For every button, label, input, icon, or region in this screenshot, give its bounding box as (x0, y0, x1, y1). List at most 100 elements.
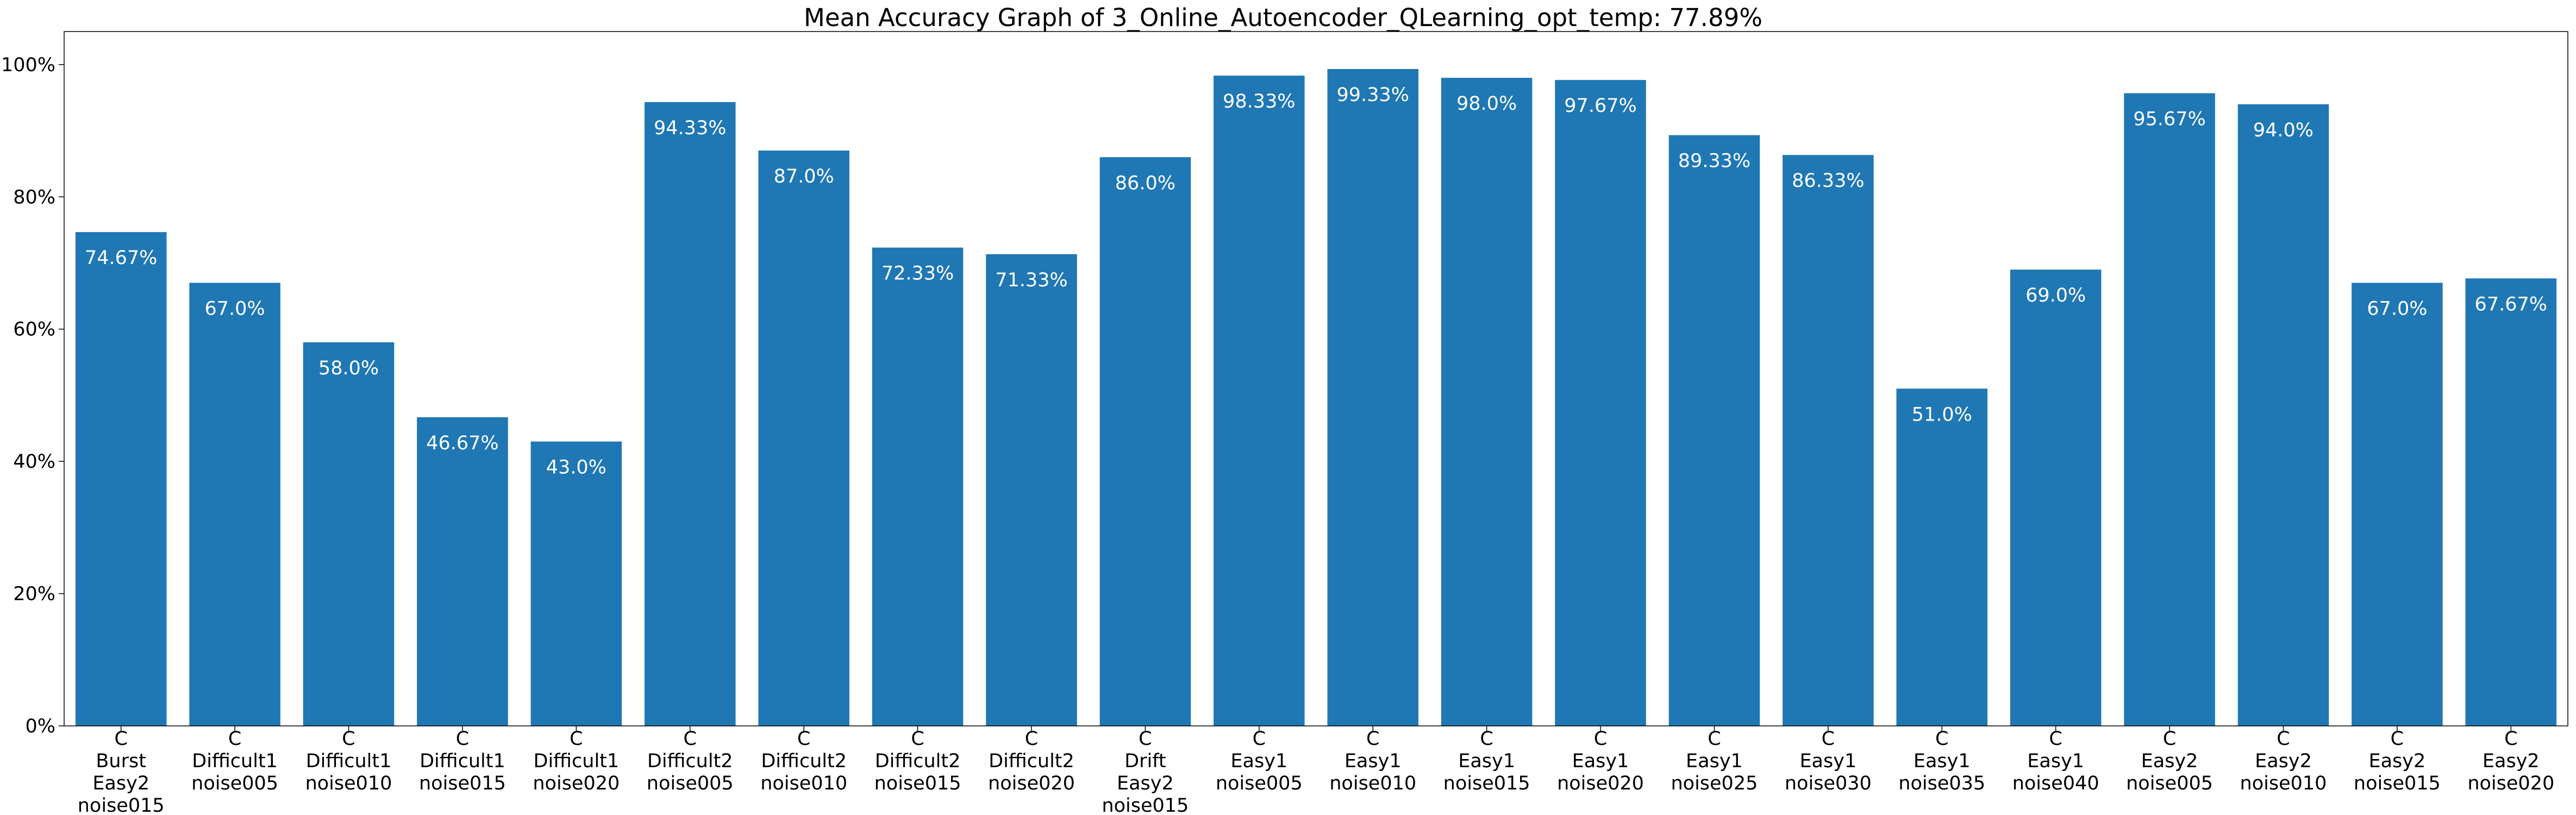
bar (1555, 80, 1646, 726)
x-tick-label-line: noise015 (1443, 773, 1530, 794)
bar-value-label: 98.0% (1456, 93, 1517, 115)
y-tick-label: 40% (13, 451, 55, 473)
x-tick-label-line: C (228, 728, 241, 750)
x-tick-label-line: Difficult1 (534, 750, 620, 772)
x-tick-label-line: Difficult1 (420, 750, 505, 772)
x-tick-label-line: noise035 (1898, 773, 1985, 794)
bar-value-label: 72.33% (881, 263, 954, 285)
x-tick-label-line: Easy1 (2027, 750, 2084, 772)
bar-value-label: 97.67% (1564, 95, 1636, 117)
x-tick-label-line: noise015 (2354, 773, 2441, 794)
x-tick-label: C Easy1 noise035 (1898, 728, 1985, 794)
x-tick-label-line: noise005 (191, 773, 278, 794)
x-tick-label-line: Easy2 (2141, 750, 2198, 772)
x-tick-label: C Burst Easy2 noise015 (78, 728, 165, 815)
x-tick-label: C Difficult2 noise010 (760, 728, 847, 794)
bar (1327, 69, 1418, 726)
x-tick-label-line: Burst (96, 750, 146, 772)
x-tick-label-line: C (1480, 728, 1493, 750)
x-tick-label-line: Easy1 (1230, 750, 1287, 772)
x-tick-label-line: Difficult1 (192, 750, 278, 772)
x-tick-label-line: Easy1 (1686, 750, 1743, 772)
bar-value-label: 67.0% (205, 298, 265, 320)
x-tick-label-line: noise010 (760, 773, 847, 794)
x-tick-label: C Easy2 noise010 (2240, 728, 2327, 794)
x-tick-label-line: noise020 (988, 773, 1075, 794)
x-tick-label-line: Easy1 (1799, 750, 1856, 772)
x-tick-label: C Easy1 noise005 (1216, 728, 1303, 794)
x-tick-label: C Difficult1 noise015 (419, 728, 506, 794)
x-tick-label-line: noise005 (2126, 773, 2213, 794)
x-tick-label-line: C (342, 728, 355, 750)
x-tick-label-line: noise020 (2467, 773, 2554, 794)
x-tick-label: C Difficult2 noise020 (988, 728, 1075, 794)
bar (530, 441, 622, 726)
bar (1214, 76, 1305, 726)
x-tick-label: C Easy2 noise020 (2467, 728, 2554, 794)
x-tick-label-line: noise005 (647, 773, 734, 794)
bars-layer (75, 69, 2557, 726)
x-tick-label-line: C (2504, 728, 2517, 750)
x-tick-label-line: C (2049, 728, 2062, 750)
x-tick-label: C Easy1 noise025 (1671, 728, 1758, 794)
x-tick-label-line: noise010 (305, 773, 392, 794)
bar-value-label: 71.33% (995, 269, 1067, 291)
bar (1441, 78, 1533, 726)
x-tick-label-line: C (114, 728, 127, 750)
bar (75, 232, 167, 726)
x-tick-label-line: Easy2 (2368, 750, 2425, 772)
chart-title: Mean Accuracy Graph of 3_Online_Autoenco… (804, 3, 1762, 32)
data-labels-layer: 74.67% 67.0% 58.0% 46.67% 43.0% 94.33% 87.0% 72… (85, 84, 2547, 479)
x-tick-label-line: Difficult2 (989, 750, 1074, 772)
x-tick-label: C Difficult2 noise005 (647, 728, 734, 794)
x-tick-label-line: noise015 (78, 795, 165, 815)
x-tick-label-line: Easy1 (1458, 750, 1515, 772)
bar (758, 151, 849, 726)
x-tick-label-line: C (570, 728, 583, 750)
x-tick-label-line: noise015 (419, 773, 506, 794)
x-tick-label-line: Easy1 (1914, 750, 1971, 772)
x-tick-label: C Easy2 noise005 (2126, 728, 2213, 794)
bar-value-label: 69.0% (2025, 285, 2086, 306)
x-tick-label: C Difficult2 noise015 (874, 728, 961, 794)
x-tick-label-line: C (1025, 728, 1038, 750)
bar-value-label: 87.0% (774, 166, 834, 187)
x-tick-label-line: noise020 (1557, 773, 1644, 794)
bar-value-label: 94.33% (654, 117, 726, 139)
bar-value-label: 89.33% (1678, 151, 1750, 172)
x-tick-label: C Difficult1 noise020 (533, 728, 620, 794)
x-tick-label-line: C (2391, 728, 2404, 750)
x-tick-label-line: C (1139, 728, 1152, 750)
bar (2010, 269, 2102, 726)
x-tick-label-line: Drift (1124, 750, 1166, 772)
x-tick-label-line: C (911, 728, 924, 750)
x-tick-label-line: C (1822, 728, 1835, 750)
x-tick-label-line: Easy2 (2255, 750, 2312, 772)
bar-value-label: 67.0% (2367, 298, 2427, 320)
bar-value-label: 51.0% (1912, 404, 1972, 425)
x-tick-label-line: noise030 (1785, 773, 1872, 794)
x-tick-label-line: C (797, 728, 810, 750)
x-tick-label-line: noise010 (2240, 773, 2327, 794)
x-tick-label-line: C (1935, 728, 1948, 750)
bar-value-label: 95.67% (2133, 109, 2205, 130)
bar (417, 417, 508, 726)
bar (986, 254, 1077, 726)
x-tick-label: C Difficult1 noise010 (305, 728, 392, 794)
y-tick-label: 60% (13, 319, 55, 341)
bar (1783, 155, 1874, 726)
x-tick-label: C Easy1 noise015 (1443, 728, 1530, 794)
x-tick-label-line: noise015 (1102, 795, 1189, 815)
x-tick-label-line: noise025 (1671, 773, 1758, 794)
bar-value-label: 58.0% (318, 358, 379, 379)
x-tick-label-line: C (684, 728, 697, 750)
bar (1099, 157, 1191, 726)
bar-value-label: 94.0% (2253, 120, 2314, 141)
x-tick-label: C Easy2 noise015 (2354, 728, 2441, 794)
bar-value-label: 43.0% (546, 457, 607, 479)
x-tick-label-line: C (2277, 728, 2290, 750)
x-tick-label-line: noise005 (1216, 773, 1303, 794)
x-tick-label: C Easy1 noise030 (1785, 728, 1872, 794)
x-tick-label-line: C (1594, 728, 1607, 750)
y-tick-label: 100% (1, 54, 55, 76)
